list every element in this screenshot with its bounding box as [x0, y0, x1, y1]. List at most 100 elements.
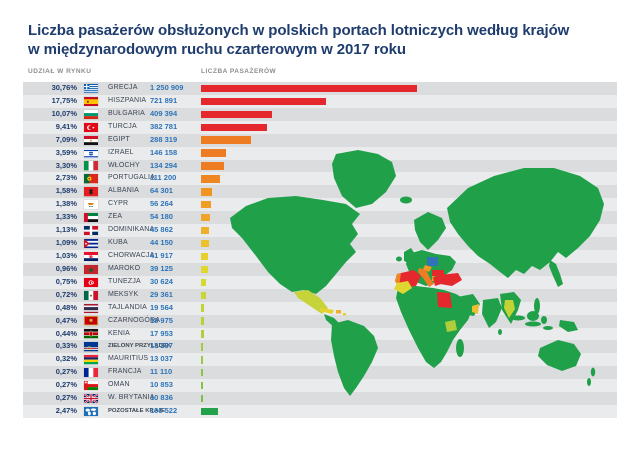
flag-portugal	[84, 174, 98, 184]
market-share: 0,75%	[55, 276, 77, 286]
column-header-market-share: UDZIAŁ W RYNKU	[28, 68, 92, 75]
passenger-count: 721 891	[150, 95, 178, 105]
market-share: 17,75%	[51, 95, 77, 105]
bar	[201, 369, 203, 377]
passenger-count: 1 250 909	[150, 83, 184, 92]
table-row: 2,47% POZOSTAŁE KRAJE 100 522	[23, 405, 617, 418]
country-name: FRANCJA	[108, 368, 142, 376]
flag-israel	[84, 148, 98, 158]
market-share: 1,13%	[55, 225, 77, 235]
passenger-count: 100 522	[150, 406, 178, 416]
flag-uae	[84, 213, 98, 223]
flag-cuba	[84, 238, 98, 249]
flag-kenya	[84, 329, 98, 339]
passenger-count: 30 624	[150, 276, 173, 286]
market-share: 0,27%	[55, 367, 77, 377]
bar	[201, 407, 218, 416]
bar	[201, 356, 203, 364]
passenger-count: 409 394	[150, 108, 178, 118]
table-row: 1,38% CYPR 56 264	[23, 198, 617, 212]
flag-uk	[84, 394, 98, 404]
flag-morocco	[84, 264, 98, 275]
bar	[201, 84, 417, 93]
country-name: CHORWACJA	[108, 251, 155, 259]
title-line-2: w międzynarodowym ruchu czarterowym w 20…	[28, 41, 406, 58]
market-share: 0,27%	[55, 393, 77, 403]
table-row: 0,27% FRANCJA 11 110	[23, 366, 617, 380]
market-share: 0,33%	[55, 341, 77, 351]
flag-albania	[84, 187, 98, 197]
market-share: 1,09%	[55, 238, 77, 248]
passenger-count: 56 264	[150, 199, 173, 209]
bar	[201, 317, 204, 325]
table-row: 1,09% KUBA 44 150	[23, 237, 617, 250]
flag-france	[84, 368, 98, 378]
table-row: 0,75% TUNEZJA 30 624	[23, 275, 617, 289]
passenger-count: 382 781	[150, 121, 178, 131]
flag-world	[84, 406, 98, 417]
passenger-count: 44 150	[150, 238, 173, 248]
passenger-count: 18 975	[150, 315, 173, 325]
flag-tunisia	[84, 277, 98, 288]
passenger-count: 10 853	[150, 380, 173, 390]
country-name: CYPR	[108, 200, 129, 208]
passenger-count: 146 158	[150, 147, 178, 157]
passenger-count: 13 297	[150, 341, 173, 351]
table-row: 1,13% DOMINIKANA 45 862	[23, 224, 617, 238]
flag-cyprus	[84, 200, 98, 210]
country-name: BUŁGARIA	[108, 109, 145, 117]
bar	[201, 201, 211, 209]
passenger-count: 64 301	[150, 186, 173, 196]
bar	[201, 175, 220, 183]
passenger-count: 288 319	[150, 134, 178, 144]
flag-oman	[84, 381, 98, 391]
market-share: 0,72%	[55, 289, 77, 299]
table-row: 0,47% CZARNOGÓRA 18 975	[23, 314, 617, 328]
table-row: 0,96% MAROKO 39 125	[23, 262, 617, 276]
country-name: MAROKO	[108, 264, 141, 272]
country-name: W. BRYTANIA	[108, 394, 155, 402]
flag-italy	[84, 161, 98, 171]
bar	[201, 97, 326, 106]
bar	[201, 149, 226, 157]
table-row: 7,09% EGIPT 288 319	[23, 133, 617, 147]
passenger-count: 10 836	[150, 393, 173, 403]
table-row: 2,73% PORTUGALIA 111 200	[23, 172, 617, 186]
country-name: KUBA	[108, 239, 128, 247]
market-share: 0,47%	[55, 315, 77, 325]
market-share: 0,48%	[55, 302, 77, 312]
market-share: 7,09%	[55, 134, 77, 144]
passenger-count: 39 125	[150, 263, 173, 273]
market-share: 3,59%	[55, 147, 77, 157]
country-name: TAJLANDIA	[108, 303, 148, 311]
country-name: TURCJA	[108, 122, 137, 130]
market-share: 1,38%	[55, 199, 77, 209]
market-share: 1,33%	[55, 212, 77, 222]
flag-mauritius	[84, 355, 98, 365]
country-name: TUNEZJA	[108, 277, 141, 285]
country-name: ALBANIA	[108, 187, 139, 195]
bar	[201, 330, 204, 338]
title-line-1: Liczba pasażerów obsłużonych w polskich …	[28, 22, 570, 39]
bar	[201, 123, 267, 131]
table-row: 3,59% IZRAEL 146 158	[23, 146, 617, 160]
bar	[201, 188, 212, 196]
bar	[201, 252, 208, 261]
flag-turkey	[84, 122, 98, 132]
country-name: MAURITIUS	[108, 355, 149, 363]
flag-bulgaria	[84, 109, 98, 120]
market-share: 0,32%	[55, 354, 77, 364]
country-name: WŁOCHY	[108, 161, 140, 169]
market-share: 0,96%	[55, 263, 77, 273]
bar	[201, 214, 210, 222]
table-row: 1,33% ZEA 54 180	[23, 211, 617, 225]
column-header-passengers: LICZBA PASAŻERÓW	[201, 68, 277, 75]
table-row: 9,41% TURCJA 382 781	[23, 120, 617, 134]
flag-mexico	[84, 290, 98, 300]
country-name: POZOSTAŁE KRAJE	[108, 408, 166, 415]
country-name: PORTUGALIA	[108, 174, 155, 182]
passenger-count: 29 361	[150, 289, 173, 299]
country-name: ZEA	[108, 213, 123, 221]
flag-greece	[84, 83, 98, 94]
